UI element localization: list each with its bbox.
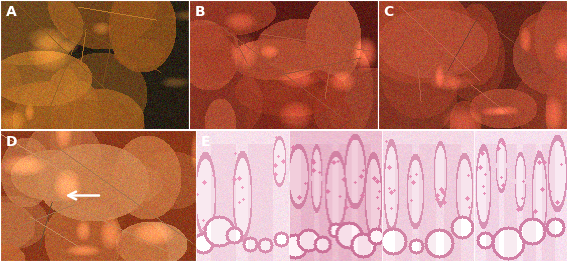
- Text: A: A: [6, 5, 16, 19]
- Text: C: C: [384, 5, 394, 19]
- Text: D: D: [6, 135, 18, 149]
- Text: B: B: [194, 5, 205, 19]
- Text: E: E: [201, 135, 210, 149]
